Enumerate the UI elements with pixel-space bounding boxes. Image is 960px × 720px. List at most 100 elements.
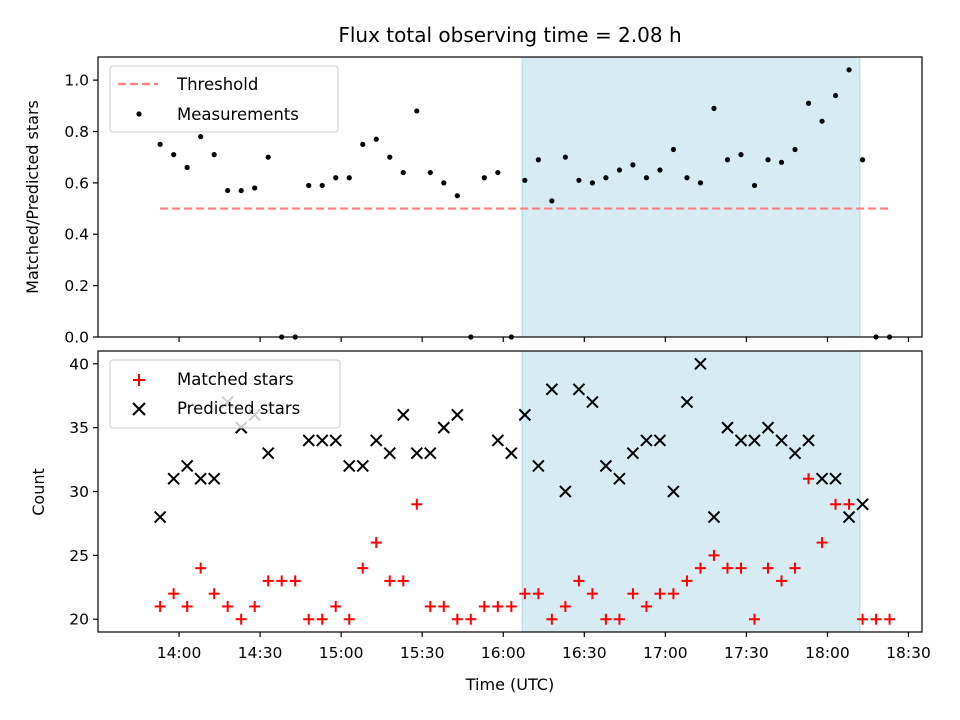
matched-star-point bbox=[573, 575, 585, 587]
x-tick-label: 14:30 bbox=[238, 644, 283, 662]
x-tick-label: 16:00 bbox=[481, 644, 526, 662]
matched-star-point bbox=[884, 613, 896, 625]
matched-star-point bbox=[343, 613, 355, 625]
bottom-y-ticks: 20 25 30 35 40 bbox=[69, 355, 98, 629]
top-y-tick-label: 0.4 bbox=[64, 226, 89, 244]
bottom-y-tick-label: 30 bbox=[69, 483, 89, 501]
matched-star-point bbox=[816, 537, 828, 549]
matched-star-point bbox=[667, 588, 679, 600]
matched-star-point bbox=[370, 537, 382, 549]
predicted-star-point bbox=[261, 446, 275, 460]
top-panel: 0.0 0.2 0.4 0.6 0.8 1.0 Matched/Predicted sta… bbox=[23, 56, 923, 347]
measurement-point bbox=[481, 175, 487, 181]
legend-measurements-swatch bbox=[136, 111, 142, 117]
bottom-y-tick-label: 20 bbox=[69, 611, 89, 629]
x-tick-label: 17:30 bbox=[724, 644, 769, 662]
matched-star-point bbox=[235, 613, 247, 625]
top-y-tick-label: 0.6 bbox=[64, 174, 89, 192]
measurement-point bbox=[805, 100, 812, 106]
measurement-point bbox=[387, 154, 393, 160]
measurement-points bbox=[157, 67, 893, 340]
bottom-y-tick-label: 35 bbox=[69, 419, 89, 437]
matched-star-point bbox=[478, 600, 490, 612]
measurement-point bbox=[724, 157, 731, 163]
legend-threshold-label: Threshold bbox=[176, 75, 258, 94]
measurement-point bbox=[333, 175, 339, 181]
matched-star-point bbox=[708, 549, 720, 561]
measurement-point bbox=[562, 154, 568, 160]
chart-title: Flux total observing time = 2.08 h bbox=[338, 23, 681, 47]
predicted-star-point bbox=[302, 434, 315, 447]
predicted-star-point bbox=[775, 434, 788, 447]
measurement-point bbox=[684, 175, 690, 181]
matched-star-point bbox=[208, 588, 220, 600]
predicted-star-point bbox=[370, 434, 383, 447]
bottom-y-tick-label: 40 bbox=[69, 355, 89, 373]
predicted-star-point bbox=[707, 510, 721, 524]
predicted-star-point bbox=[518, 408, 532, 422]
predicted-star-point bbox=[424, 446, 437, 460]
measurement-point bbox=[832, 92, 839, 99]
matched-star-point bbox=[438, 600, 450, 612]
measurement-point bbox=[346, 175, 352, 181]
measurement-point bbox=[765, 157, 771, 163]
measurement-point bbox=[211, 152, 217, 158]
top-x-ticks bbox=[178, 337, 910, 342]
predicted-star-point bbox=[180, 459, 194, 473]
predicted-star-point bbox=[653, 434, 667, 447]
matched-star-point bbox=[249, 600, 261, 612]
matched-star-point bbox=[546, 613, 558, 625]
legend-matched-swatch bbox=[133, 374, 145, 386]
matched-star-point bbox=[681, 575, 693, 587]
matched-star-point bbox=[532, 588, 544, 600]
matched-star-point bbox=[397, 575, 409, 587]
predicted-star-point bbox=[586, 395, 599, 409]
top-y-tick-label: 1.0 bbox=[64, 72, 89, 90]
matched-star-point bbox=[748, 613, 760, 625]
matched-star-point bbox=[195, 562, 207, 574]
matched-star-point bbox=[316, 613, 328, 625]
matched-star-point bbox=[830, 498, 842, 510]
matched-star-point bbox=[857, 613, 869, 625]
predicted-star-point bbox=[842, 510, 856, 524]
matched-star-point bbox=[640, 600, 652, 612]
matched-star-point bbox=[289, 575, 301, 587]
predicted-star-point bbox=[734, 434, 748, 447]
bottom-panel: 20 25 30 35 40 14:00 14:30 15:00 15:30 16:00 16:3… bbox=[29, 350, 931, 694]
top-y-tick-label: 0.2 bbox=[64, 277, 89, 295]
measurement-point bbox=[616, 167, 623, 173]
predicted-star-point bbox=[572, 383, 586, 396]
measurement-point bbox=[171, 152, 177, 158]
predicted-star-point bbox=[613, 472, 626, 485]
predicted-star-point bbox=[815, 472, 829, 485]
x-tick-label: 17:00 bbox=[643, 644, 688, 662]
matched-star-point bbox=[276, 575, 288, 587]
x-tick-label: 18:00 bbox=[805, 644, 850, 662]
measurement-point bbox=[522, 177, 528, 183]
matched-star-point bbox=[492, 600, 504, 612]
matched-star-point bbox=[465, 613, 477, 625]
x-tick-label: 16:30 bbox=[562, 644, 607, 662]
top-y-tick-label: 0.8 bbox=[64, 123, 89, 141]
predicted-star-point bbox=[316, 434, 329, 447]
measurement-point bbox=[373, 136, 379, 142]
measurement-point bbox=[427, 169, 433, 176]
bottom-y-tick-label: 25 bbox=[69, 547, 89, 565]
predicted-star-point bbox=[559, 485, 572, 498]
predicted-star-point bbox=[491, 434, 505, 447]
measurement-point bbox=[319, 182, 325, 189]
predicted-star-point bbox=[532, 459, 545, 473]
matched-star-point bbox=[559, 600, 571, 612]
matched-star-point bbox=[694, 562, 706, 574]
predicted-star-point bbox=[680, 395, 694, 409]
legend-predicted-label: Predicted stars bbox=[177, 399, 300, 418]
measurement-point bbox=[535, 157, 541, 163]
matched-star-point bbox=[424, 600, 436, 612]
measurement-point bbox=[670, 146, 677, 153]
measurement-point bbox=[306, 182, 312, 189]
predicted-star-point bbox=[545, 383, 559, 396]
predicted-star-point bbox=[437, 421, 451, 434]
measurement-point bbox=[198, 134, 204, 140]
matched-star-point bbox=[451, 613, 463, 625]
measurement-point bbox=[549, 198, 555, 204]
